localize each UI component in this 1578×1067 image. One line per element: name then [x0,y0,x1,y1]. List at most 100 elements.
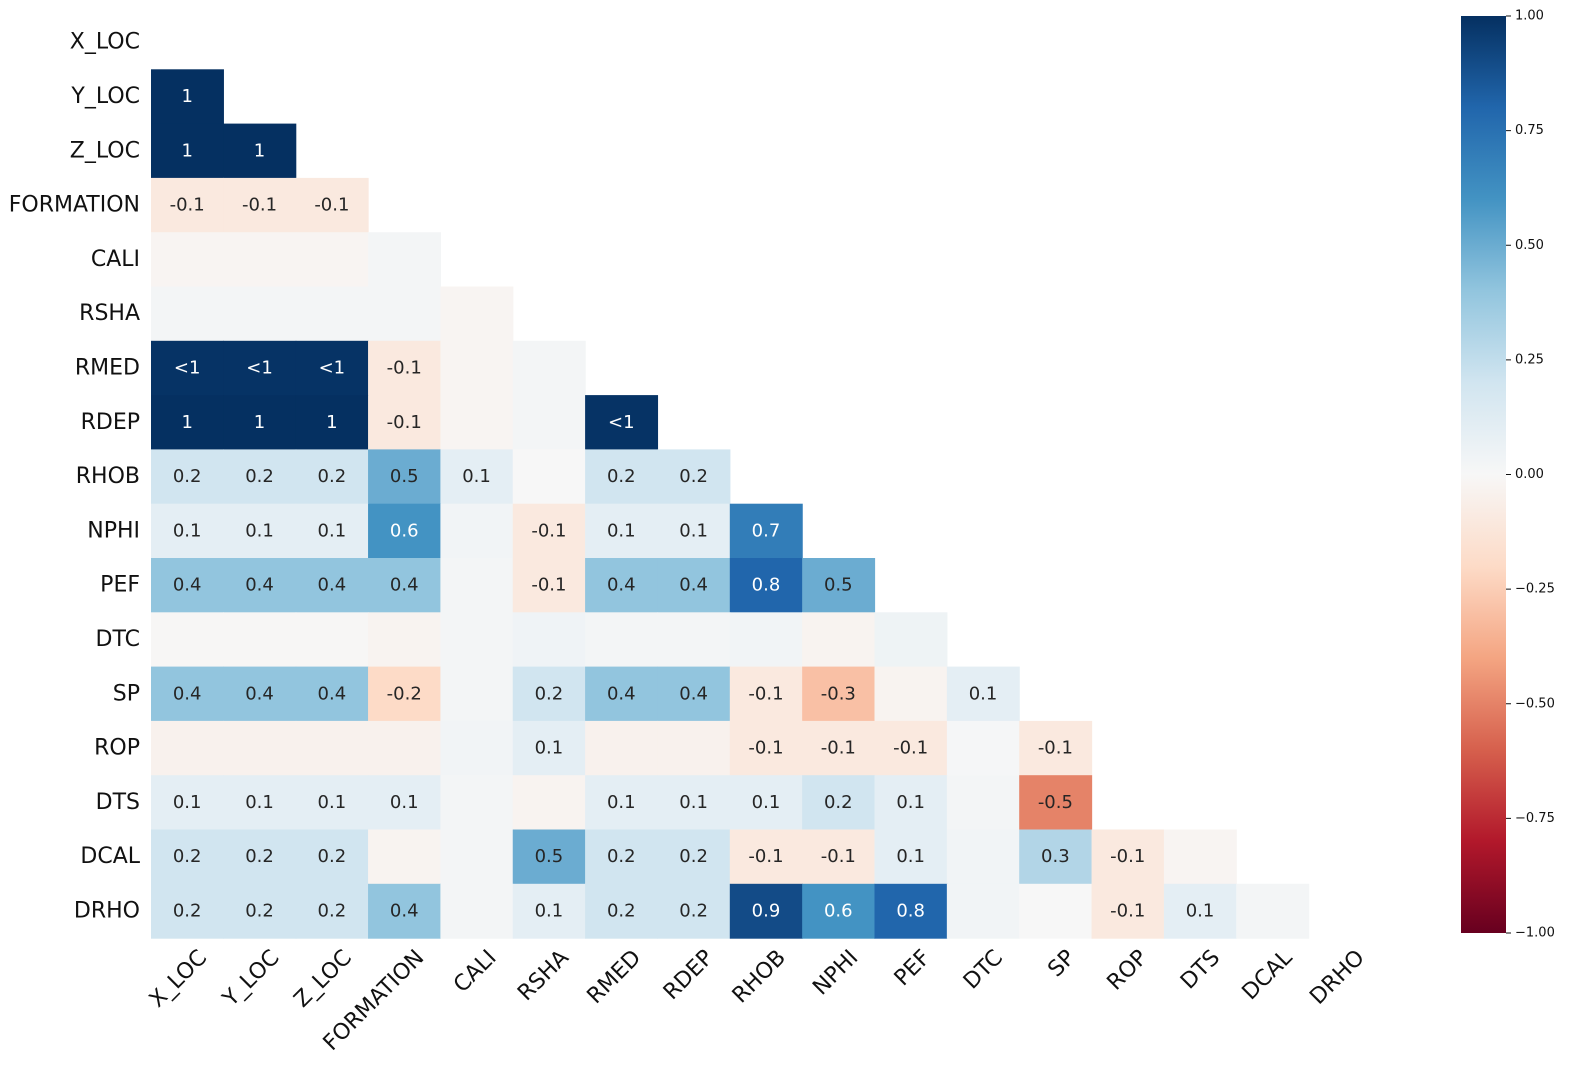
column-label: X_LOC [145,945,212,1012]
cell-value-label: 0.5 [535,846,564,867]
heatmap-cells [151,69,1310,939]
cell-value-label: 0.4 [173,575,202,596]
row-label: RHOB [76,464,140,489]
heatmap-cell [657,829,731,885]
cell-value-label: -0.1 [170,195,205,216]
heatmap-cell [585,449,659,505]
cell-value-label: 0.2 [245,846,274,867]
colorbar-tick-label: −1.00 [1515,926,1555,941]
heatmap-cell [223,612,297,668]
heatmap-cell [512,558,586,613]
heatmap-cell [368,829,441,885]
heatmap-cell [512,775,586,831]
colorbar-gradient [1461,16,1506,933]
cell-value-label: -0.1 [821,738,856,759]
heatmap-cell [295,395,369,450]
heatmap-cell [223,232,297,288]
column-label: CALI [449,945,501,997]
cell-value-label: <1 [174,357,201,378]
heatmap-cell [729,558,803,613]
heatmap-cell [729,666,803,722]
heatmap-cell [368,395,441,450]
cell-value-label: 1 [181,412,192,433]
heatmap-cell [1163,829,1237,885]
heatmap-cell [151,558,224,613]
heatmap-cell [729,883,803,939]
column-label: RMED [583,945,647,1009]
heatmap-cell [585,395,659,450]
heatmap-cell [295,286,369,342]
cell-value-label: 1 [181,86,192,107]
heatmap-cell [512,883,586,939]
heatmap-cell [512,666,586,722]
heatmap-cell [512,449,586,505]
heatmap-cell [151,666,224,722]
colorbar-tick-label: 0.25 [1515,352,1544,367]
heatmap-cell [657,503,731,559]
cell-value-label: 1 [326,412,337,433]
heatmap-cell [223,503,297,559]
cell-value-label: 1 [254,140,265,161]
heatmap-cell [223,883,297,939]
row-label: RDEP [81,410,140,435]
column-label: Y_LOC [218,945,285,1012]
column-label: NPHI [808,945,863,1000]
heatmap-cell [1019,720,1093,776]
heatmap-cell [874,666,948,722]
heatmap-cell [729,612,803,668]
heatmap-cell [585,612,659,668]
row-label: ROP [94,736,140,761]
row-label: DTS [96,790,140,815]
cell-value-label: 0.4 [390,575,419,596]
cell-value-label: 0.4 [390,900,419,921]
heatmap-cell [440,449,514,505]
heatmap-cell [440,286,514,342]
heatmap-cell [729,775,803,831]
heatmap-cell [1163,883,1237,939]
column-label: DTC [959,945,1008,994]
heatmap-cell [295,232,369,288]
cell-value-label: -0.1 [387,357,422,378]
cell-value-label: 0.5 [824,575,853,596]
cell-value-label: -0.1 [1110,900,1145,921]
column-label: RSHA [513,945,574,1006]
heatmap-cell [440,720,514,776]
cell-value-label: 0.4 [607,575,636,596]
heatmap-cell [295,775,369,831]
heatmap-cell [151,612,224,668]
cell-value-label: 0.2 [607,846,636,867]
heatmap-cell [440,829,514,885]
heatmap-cell [874,829,948,885]
heatmap-cell [368,666,441,722]
heatmap-cell [151,232,224,288]
heatmap-cell [657,775,731,831]
heatmap-cell [657,558,731,613]
cell-value-label: 1 [181,140,192,161]
heatmap-cell [223,558,297,613]
heatmap-cell [657,666,731,722]
colorbar: 1.00 0.75 0.50 0.25 0.00 −0.25 −0.50 −0.75 −1.00 [1461,9,1555,941]
cell-value-label: -0.1 [1038,738,1073,759]
heatmap-cell [585,558,659,613]
heatmap-cell [223,829,297,885]
cell-value-label: 0.2 [318,466,347,487]
heatmap-cell [1019,883,1093,939]
cell-value-label: -0.5 [1038,792,1073,813]
colorbar-tick-label: −0.50 [1515,696,1555,711]
cell-value-label: 0.6 [824,900,853,921]
cell-value-label: -0.1 [387,412,422,433]
cell-value-label: -0.1 [893,738,928,759]
heatmap-cell [512,720,586,776]
column-label: DTS [1176,945,1225,994]
row-label: NPHI [87,518,140,543]
cell-value-label: 0.1 [318,792,347,813]
heatmap-cell [368,775,441,831]
cell-value-label: 0.2 [824,792,853,813]
row-label: DCAL [80,844,140,869]
heatmap-cell [440,775,514,831]
heatmap-cell [368,340,441,396]
heatmap-cell [946,775,1020,831]
row-label: RMED [75,355,140,380]
heatmap-cell [729,829,803,885]
cell-value-label: 0.2 [607,900,636,921]
